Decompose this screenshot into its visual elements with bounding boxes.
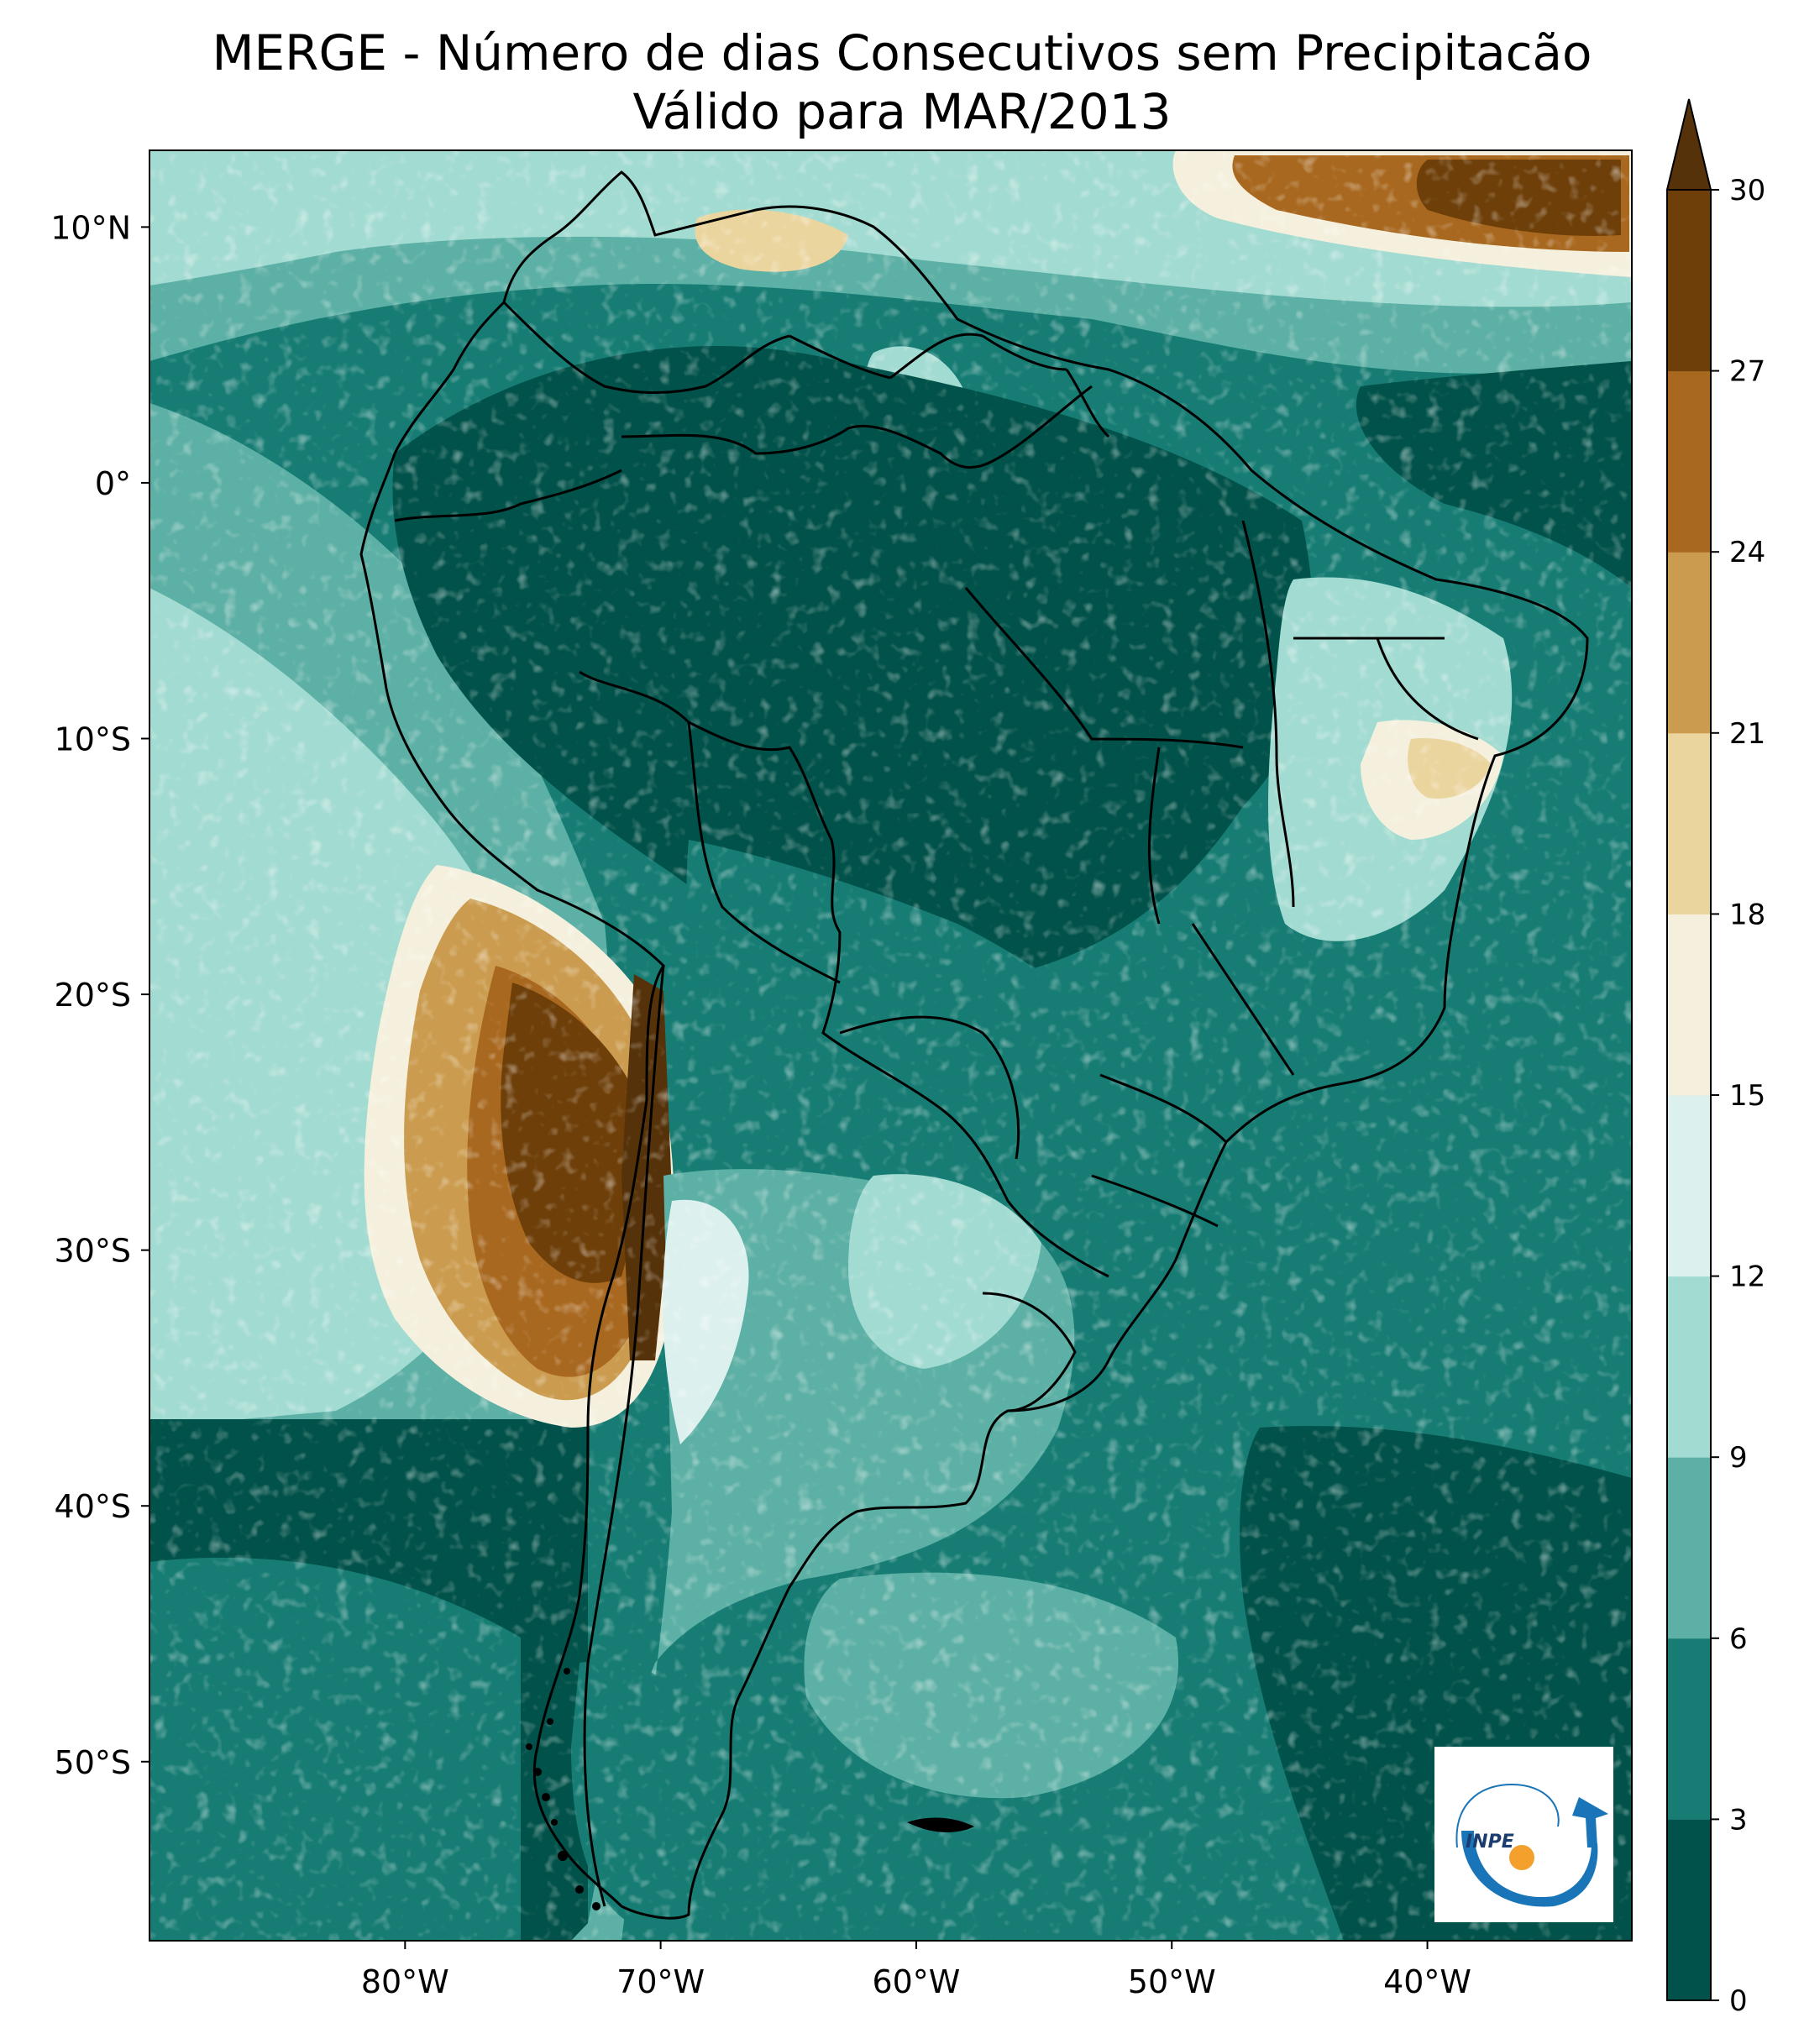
lat-tick-label: 10°S — [55, 721, 131, 758]
map-title-line-2: Válido para MAR/2013 — [632, 83, 1172, 140]
lat-tick-label: 50°S — [55, 1744, 131, 1781]
colorbar-tick-label: 9 — [1729, 1441, 1748, 1475]
border-uruguay — [982, 1292, 1077, 1412]
border-venezuela-colombia — [502, 301, 891, 394]
colorbar: 0 3 6 9 12 15 18 21 24 27 30 — [1665, 98, 1765, 2018]
lon-tick-label: 40°W — [1383, 1963, 1471, 2000]
border-paraguay — [839, 1015, 1020, 1160]
colorbar-tick-label: 3 — [1729, 1803, 1748, 1837]
longitude-axis: 80°W 70°W 60°W 50°W 40°W — [361, 1941, 1471, 2000]
colorbar-segment — [1667, 370, 1711, 553]
colorbar-segment — [1667, 732, 1711, 915]
border-brazil-states — [964, 520, 1479, 1228]
colorbar-segment — [1667, 1276, 1711, 1458]
colorbar-tick-label: 15 — [1729, 1079, 1765, 1113]
colorbar-tick-label: 27 — [1729, 355, 1765, 389]
colorbar-extend-arrow — [1665, 98, 1712, 191]
lon-tick-label: 50°W — [1128, 1963, 1216, 2000]
logo-text: INPE — [1466, 1832, 1514, 1853]
texture-overlay — [149, 150, 1632, 1941]
border-guianas — [889, 333, 1110, 438]
lat-tick-label: 10°N — [50, 209, 131, 246]
lat-tick-label: 20°S — [55, 977, 131, 1014]
logo-sun — [1509, 1845, 1534, 1870]
border-argentina-chile — [583, 965, 665, 1907]
precip-map — [149, 150, 1632, 1941]
logo-swoosh — [1461, 1831, 1598, 1907]
patagonia-islands — [526, 1668, 974, 1910]
map-title-line-1: MERGE - Número de dias Consecutivos sem … — [212, 24, 1592, 81]
border-peru-ecuador — [394, 469, 622, 522]
lat-tick-label: 0° — [95, 465, 131, 502]
lat-tick-label: 40°S — [55, 1488, 131, 1525]
colorbar-tick-label: 0 — [1729, 1984, 1748, 2018]
colorbar-segment — [1667, 1457, 1711, 1639]
colorbar-segment — [1667, 1819, 1711, 2001]
border-bolivia — [687, 721, 841, 984]
colorbar-segment — [1667, 190, 1711, 372]
map-frame — [149, 149, 1633, 1942]
colorbar-segment — [1667, 1095, 1711, 1277]
colorbar-tick-label: 30 — [1729, 174, 1765, 207]
lon-tick-label: 70°W — [616, 1963, 705, 2000]
border-brazil-west — [579, 670, 1109, 1278]
border-brazil-north — [621, 385, 1093, 469]
lon-tick-label: 80°W — [361, 1963, 449, 2000]
colorbar-tick-label: 24 — [1729, 536, 1765, 569]
colorbar-segment — [1667, 914, 1711, 1096]
lon-tick-label: 60°W — [872, 1963, 960, 2000]
colorbar-segment — [1667, 1638, 1711, 1820]
colorbar-tick-label: 12 — [1729, 1260, 1765, 1294]
colorbar-tick-label: 21 — [1729, 717, 1765, 751]
lat-tick-label: 30°S — [55, 1233, 131, 1270]
colorbar-tick-label: 18 — [1729, 898, 1765, 931]
latitude-axis: 10°N 0° 10°S 20°S 30°S 40°S 50°S — [50, 209, 149, 1781]
colorbar-tick-label: 6 — [1729, 1622, 1748, 1656]
inpe-logo: INPE — [1434, 1747, 1613, 1922]
country-borders — [359, 170, 1589, 1920]
logo-orbit — [1455, 1783, 1560, 1848]
colorbar-segment — [1667, 552, 1711, 734]
logo-arrow — [1572, 1797, 1608, 1847]
coastline-south-america — [359, 170, 1589, 1920]
